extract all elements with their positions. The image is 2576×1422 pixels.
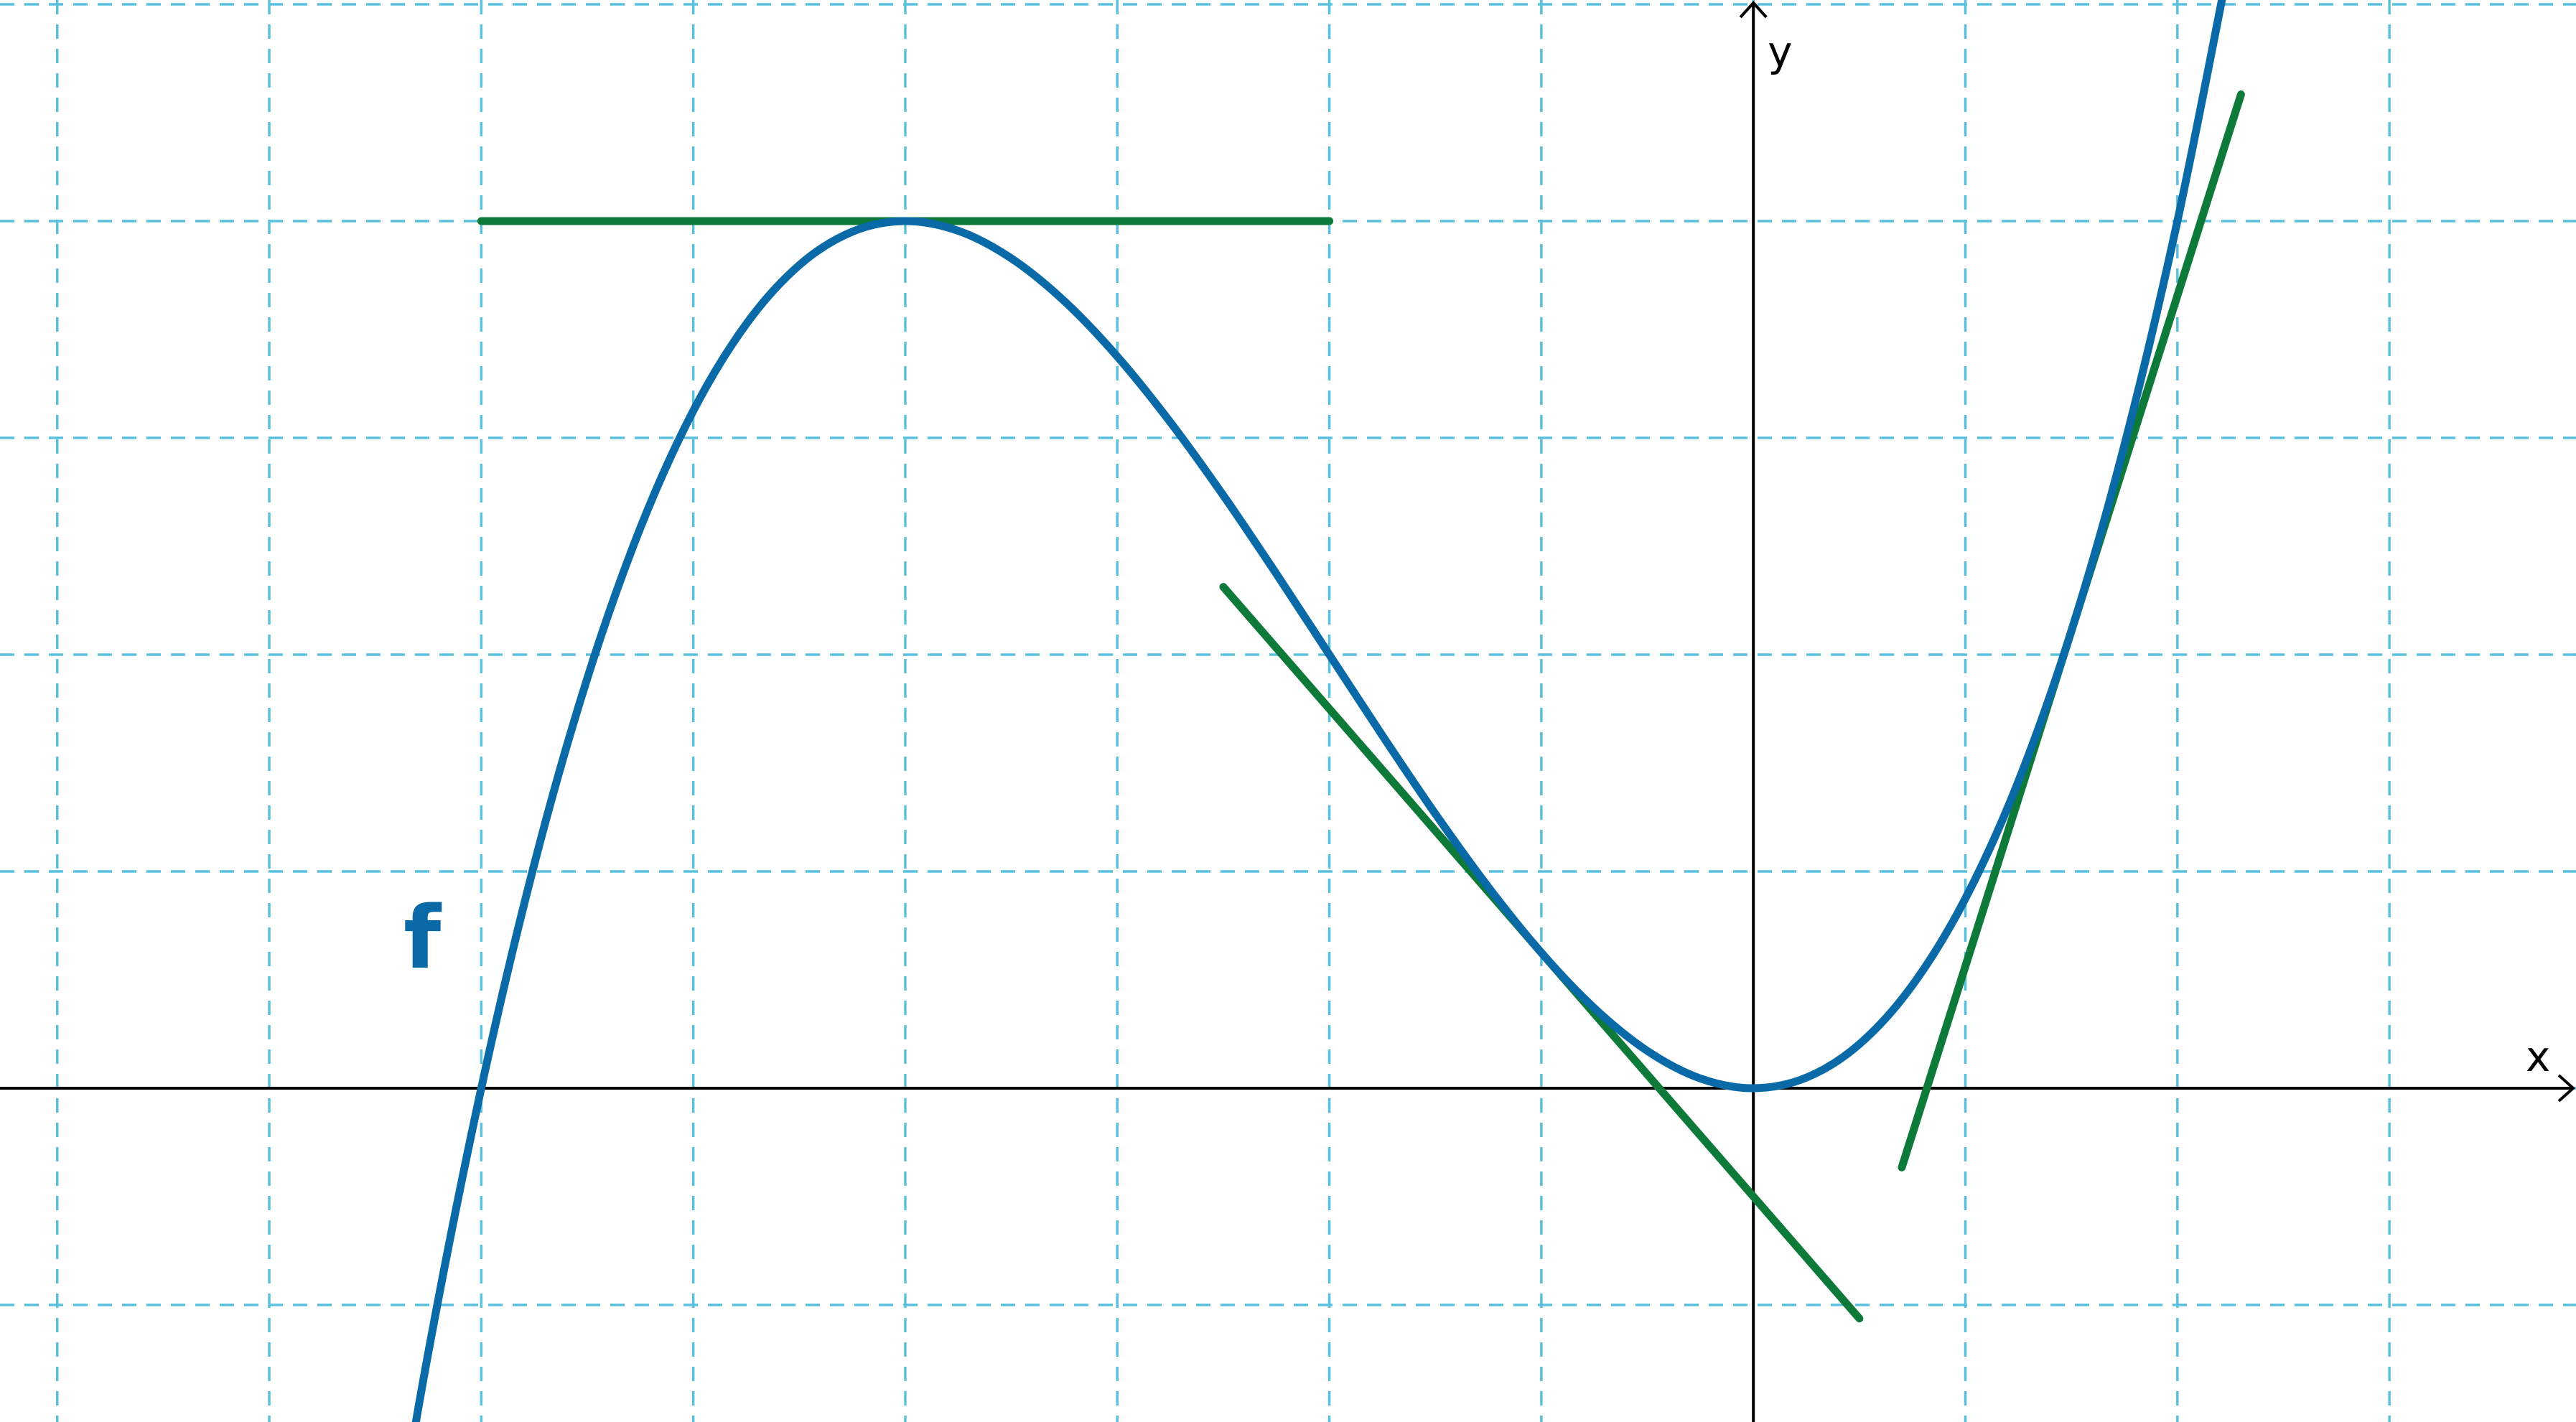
x-axis-label: x xyxy=(2526,1032,2550,1081)
y-axis-arrow xyxy=(1739,1,1768,19)
function-curve xyxy=(411,0,2226,1422)
function-label: f xyxy=(403,889,442,988)
x-axis-arrow xyxy=(2557,1074,2575,1103)
y-axis-label: y xyxy=(1768,27,1792,76)
